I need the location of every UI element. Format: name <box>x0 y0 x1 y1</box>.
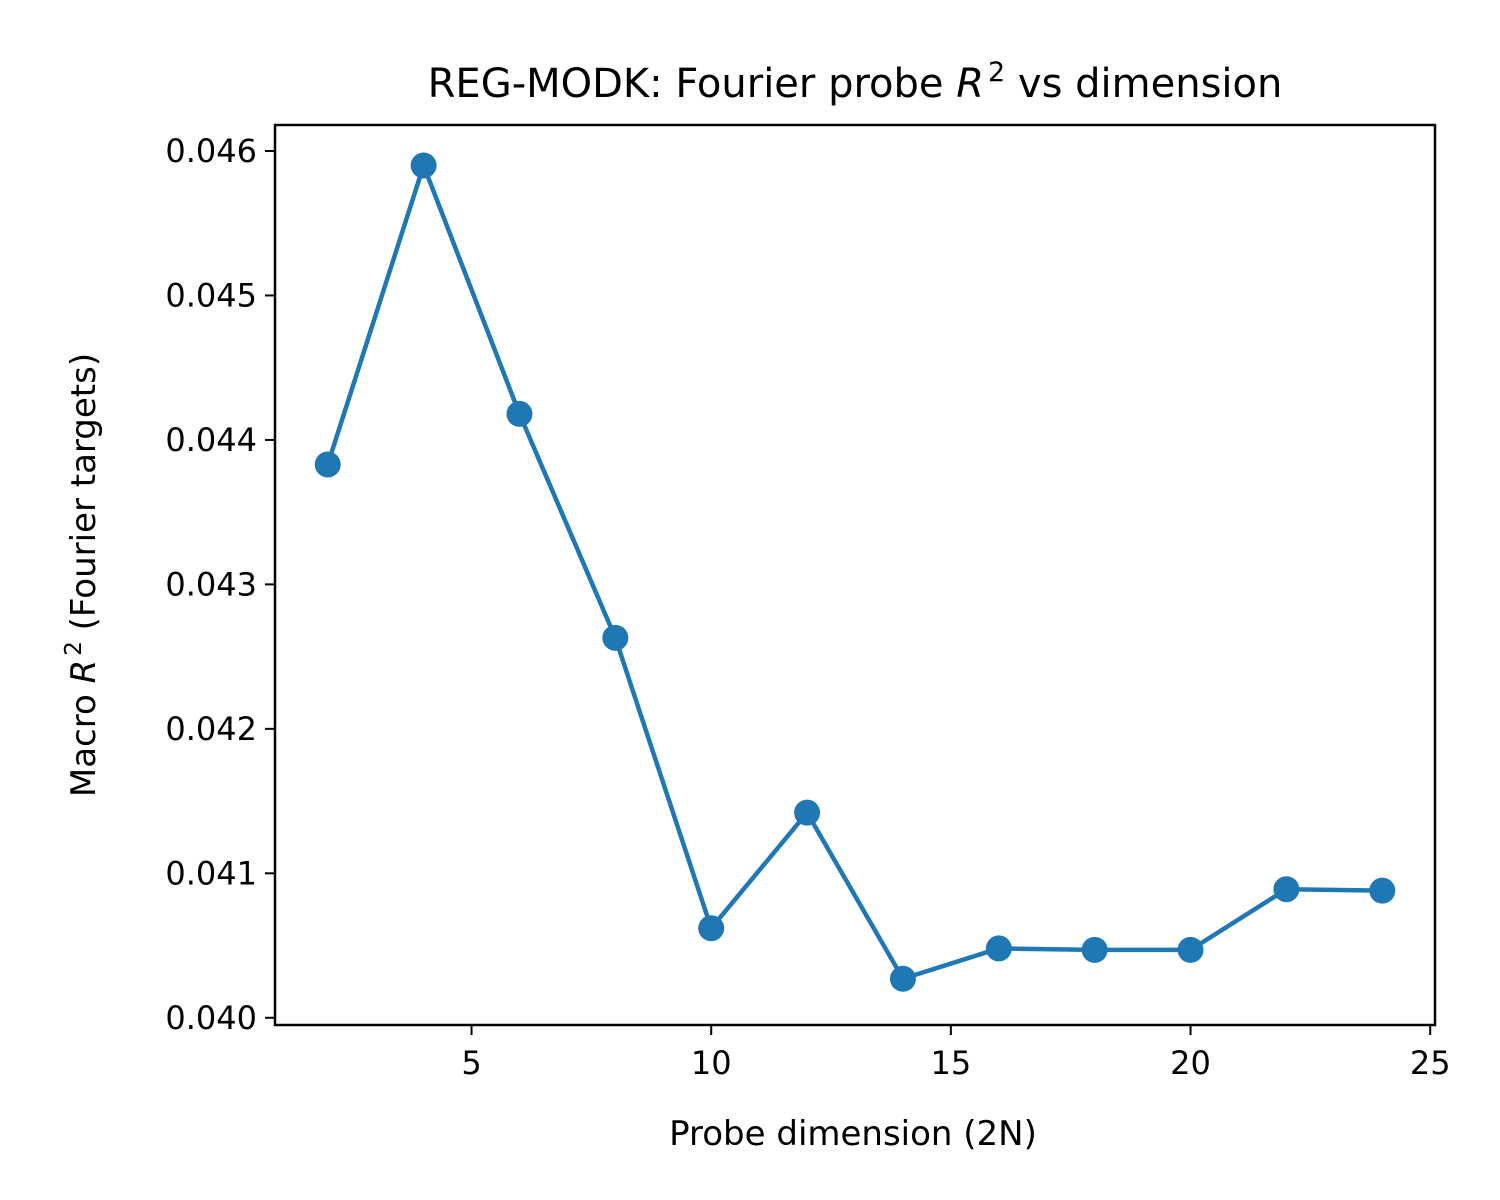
data-point <box>985 935 1012 962</box>
y-tick-label: 0.040 <box>165 999 257 1037</box>
y-tick-label: 0.044 <box>165 421 257 459</box>
y-tick-label: 0.045 <box>165 276 257 314</box>
data-point <box>602 624 629 651</box>
x-axis-label: Probe dimension (2N) <box>669 1114 1037 1154</box>
data-point <box>1081 936 1108 963</box>
y-axis: 0.040 0.041 0.042 0.043 0.044 0.045 0.046 <box>165 132 275 1037</box>
x-tick-label: 15 <box>931 1044 972 1082</box>
data-point <box>1273 876 1300 903</box>
x-tick-label: 25 <box>1410 1044 1451 1082</box>
x-tick-label: 20 <box>1170 1044 1211 1082</box>
data-point <box>410 152 437 179</box>
series-line-group <box>314 152 1396 992</box>
x-axis: 5 10 15 20 25 <box>461 1025 1451 1082</box>
y-tick-label: 0.042 <box>165 710 257 748</box>
plot-frame <box>273 123 1437 1027</box>
data-point <box>1177 936 1204 963</box>
data-point <box>794 799 821 826</box>
data-point <box>889 965 916 992</box>
data-point <box>314 451 341 478</box>
y-tick-label: 0.046 <box>165 132 257 170</box>
series-line <box>325 163 1383 982</box>
x-tick-label: 5 <box>461 1044 481 1082</box>
y-axis-label: Macro R2 (Fourier targets) <box>61 353 104 797</box>
x-tick-label: 10 <box>691 1044 732 1082</box>
plot-area <box>273 123 1437 1027</box>
data-point <box>698 915 725 942</box>
y-tick-label: 0.043 <box>165 565 257 603</box>
data-point <box>506 400 533 427</box>
y-tick-label: 0.041 <box>165 854 257 892</box>
data-point <box>1369 877 1396 904</box>
